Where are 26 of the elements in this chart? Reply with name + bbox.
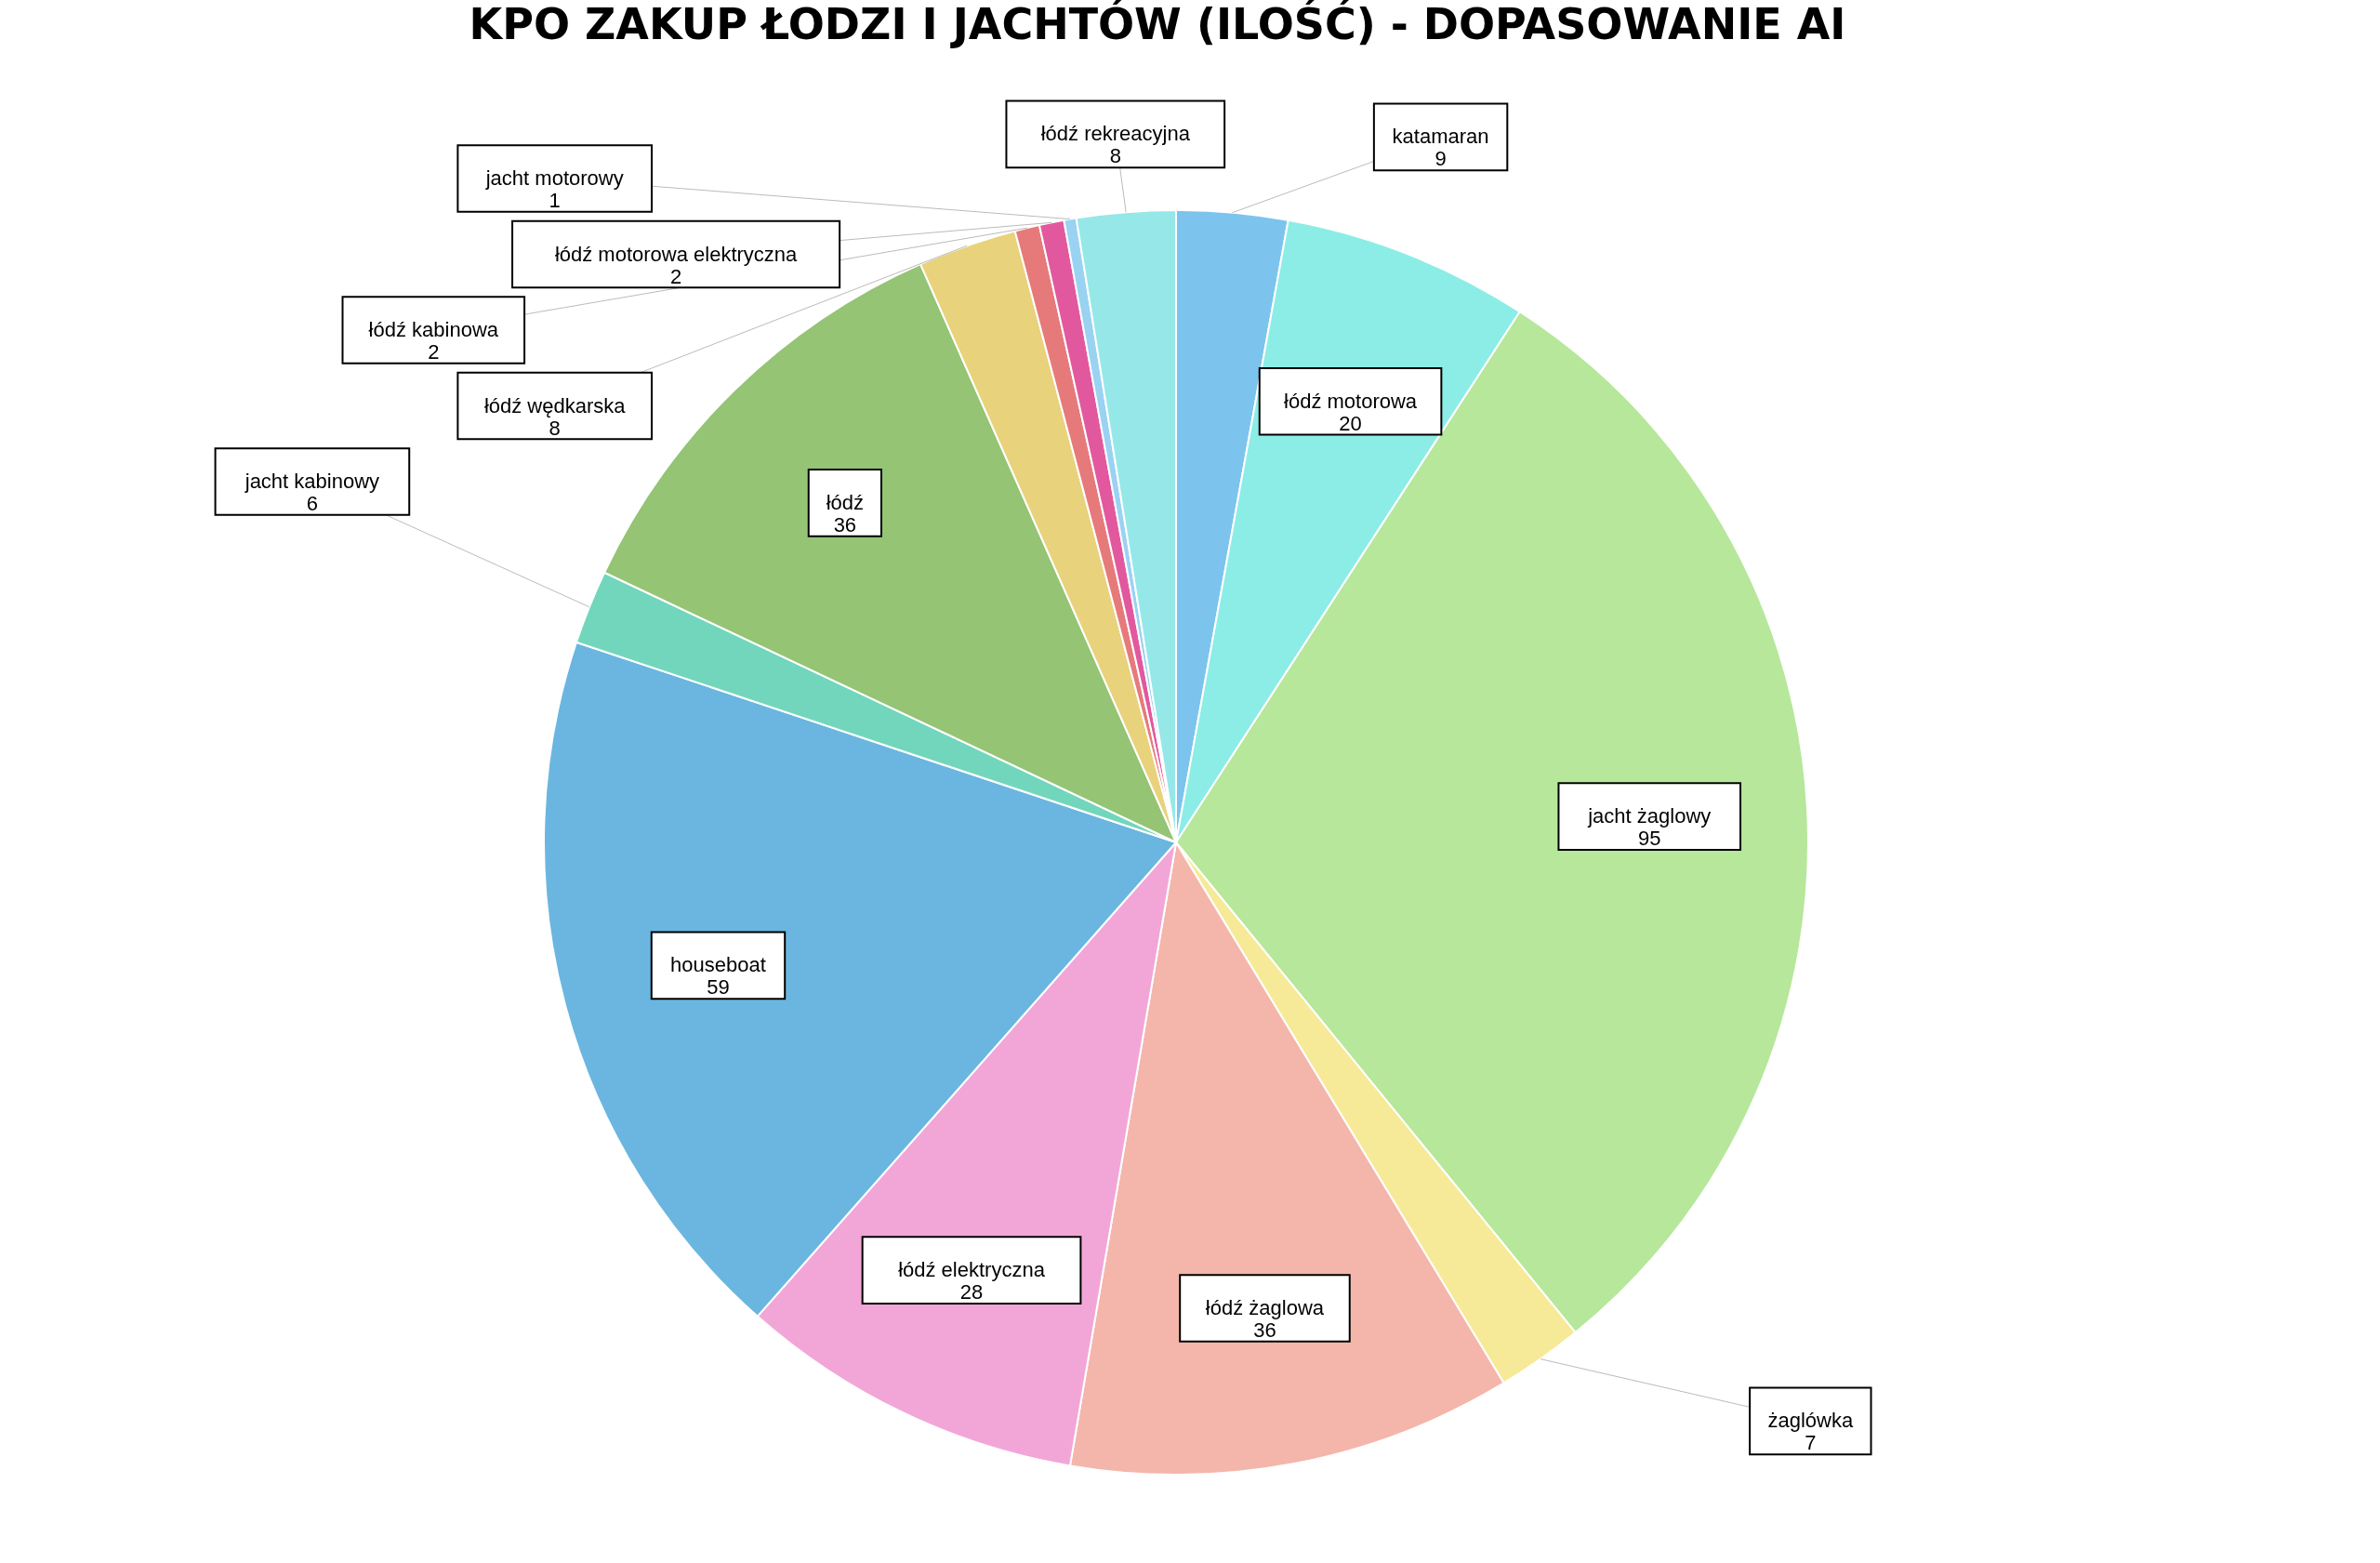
slice-label: łódź żaglowa — [1205, 1295, 1325, 1319]
slice-label: jacht motorowy — [484, 166, 624, 190]
data-label: 59 — [707, 975, 730, 1000]
data-label: 7 — [1805, 1431, 1817, 1455]
data-label: 95 — [1638, 827, 1661, 851]
slice-label: jacht kabinowy — [244, 470, 380, 493]
slice-label: katamaran — [1392, 125, 1489, 149]
slice-label: łódź motorowa — [1284, 389, 1418, 413]
data-label: 6 — [306, 492, 319, 515]
slice-label: żaglówka — [1767, 1409, 1854, 1433]
data-label: 9 — [1435, 147, 1447, 171]
slice-label: łódź rekreacyjna — [1040, 122, 1191, 146]
slice-label: łódź kabinowa — [368, 318, 499, 341]
data-label: 8 — [1109, 144, 1121, 168]
slice-label: łódź elektryczna — [898, 1258, 1046, 1282]
slice-label: jacht żaglowy — [1587, 804, 1712, 828]
data-label: 2 — [428, 340, 440, 364]
data-label: 36 — [833, 512, 857, 536]
slice-label: łódź motorowa elektryczna — [554, 242, 799, 266]
data-label: 1 — [549, 189, 561, 212]
data-label: 20 — [1339, 411, 1362, 435]
data-label: 28 — [959, 1280, 984, 1305]
slice-label: łódź — [826, 490, 865, 514]
slice-label: łódź wędkarska — [483, 393, 627, 417]
slice-label: houseboat — [670, 953, 766, 977]
data-label: 2 — [669, 264, 682, 288]
